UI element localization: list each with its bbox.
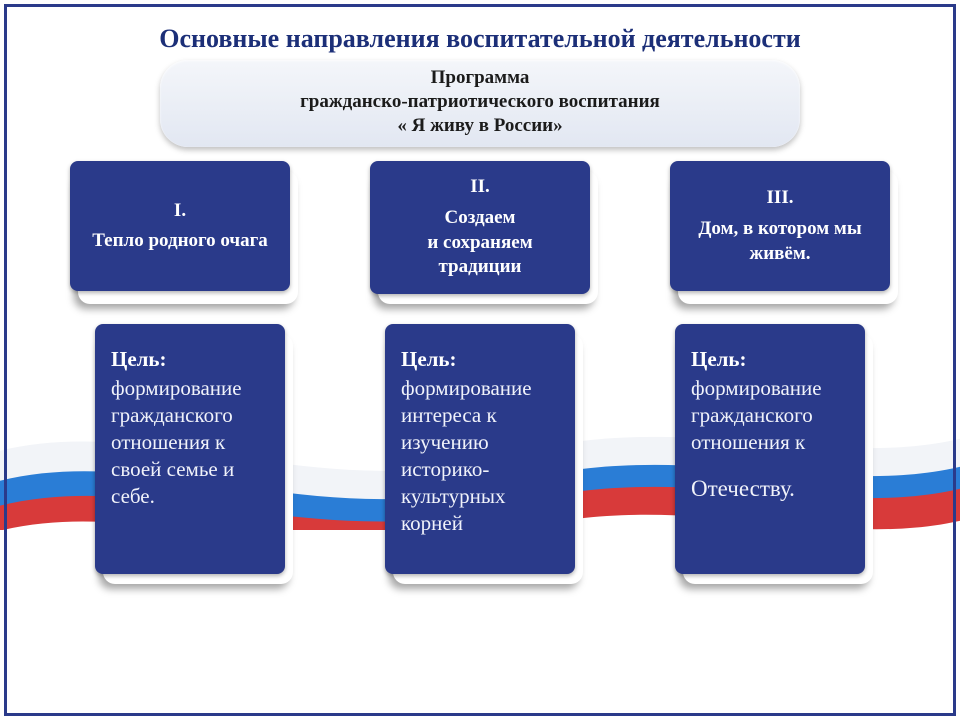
card-goal-2: Цель: формирование интереса к изучению и… bbox=[385, 324, 575, 574]
goal-label: Цель: bbox=[691, 346, 849, 373]
goal-text: формирование гражданского отношения к св… bbox=[111, 375, 269, 509]
goal-text: формирование гражданского отношения к bbox=[691, 375, 849, 456]
subtitle-line-2: гражданско-патриотического воспитания bbox=[178, 90, 782, 114]
card-label: Тепло родного очага bbox=[84, 229, 276, 254]
card-goal-3: Цель: формирование гражданского отношени… bbox=[675, 324, 865, 574]
main-title: Основные направления воспитательной деят… bbox=[0, 0, 960, 54]
card-label: Дом, в котором мы живём. bbox=[684, 217, 876, 266]
card-label: Создаем bbox=[384, 206, 576, 231]
bottom-row: Цель: формирование гражданского отношени… bbox=[0, 324, 960, 574]
subtitle-line-1: Программа bbox=[178, 66, 782, 90]
goal-label: Цель: bbox=[111, 346, 269, 373]
subtitle-pill: Программа гражданско-патриотического вос… bbox=[160, 60, 800, 147]
goal-text: формирование интереса к изучению историк… bbox=[401, 375, 559, 536]
card-number: II. bbox=[384, 175, 576, 200]
card-number: III. bbox=[684, 186, 876, 211]
card-label-2: и сохраняем традиции bbox=[384, 231, 576, 280]
card-direction-1: I. Тепло родного очага bbox=[70, 161, 290, 294]
card-goal-1: Цель: формирование гражданского отношени… bbox=[95, 324, 285, 574]
card-direction-3: III. Дом, в котором мы живём. bbox=[670, 161, 890, 294]
goal-label: Цель: bbox=[401, 346, 559, 373]
card-number: I. bbox=[84, 199, 276, 224]
goal-text-2: Отечеству. bbox=[691, 474, 849, 503]
top-row: I. Тепло родного очага II. Создаем и сох… bbox=[0, 161, 960, 294]
subtitle-line-3: « Я живу в России» bbox=[178, 114, 782, 138]
card-direction-2: II. Создаем и сохраняем традиции bbox=[370, 161, 590, 294]
